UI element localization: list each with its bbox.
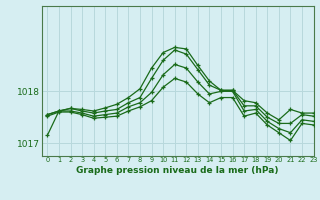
X-axis label: Graphe pression niveau de la mer (hPa): Graphe pression niveau de la mer (hPa) [76,166,279,175]
